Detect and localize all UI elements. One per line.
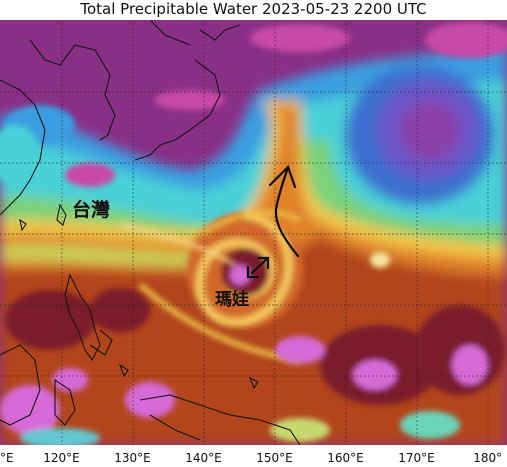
taiwan-label: 台灣	[72, 198, 110, 221]
hand-drawn-rotation-arrow	[246, 256, 270, 279]
lon-tick-label: 140°E	[185, 451, 222, 465]
lon-tick-label: 170°E	[398, 451, 435, 465]
coastlines	[0, 20, 301, 445]
lon-tick-label: 150°E	[256, 451, 293, 465]
longitude-axis: °E 120°E 130°E 140°E 150°E 160°E 170°E 180°	[0, 445, 507, 467]
lon-tick-label: 180°	[473, 451, 503, 465]
lon-tick-label: °E	[0, 451, 14, 465]
hand-drawn-track-arrow	[268, 164, 300, 258]
typhoon-vortex	[187, 210, 303, 328]
lon-tick-label: 160°E	[327, 451, 364, 465]
tpw-map: 台灣 瑪娃	[0, 20, 507, 445]
map-title: Total Precipitable Water 2023-05-23 2200…	[80, 0, 427, 18]
lon-tick-label: 130°E	[114, 451, 151, 465]
graticule	[0, 20, 507, 445]
tropical-green-band	[0, 244, 230, 266]
typhoon-label: 瑪娃	[215, 289, 249, 310]
lon-tick-label: 120°E	[43, 451, 80, 465]
